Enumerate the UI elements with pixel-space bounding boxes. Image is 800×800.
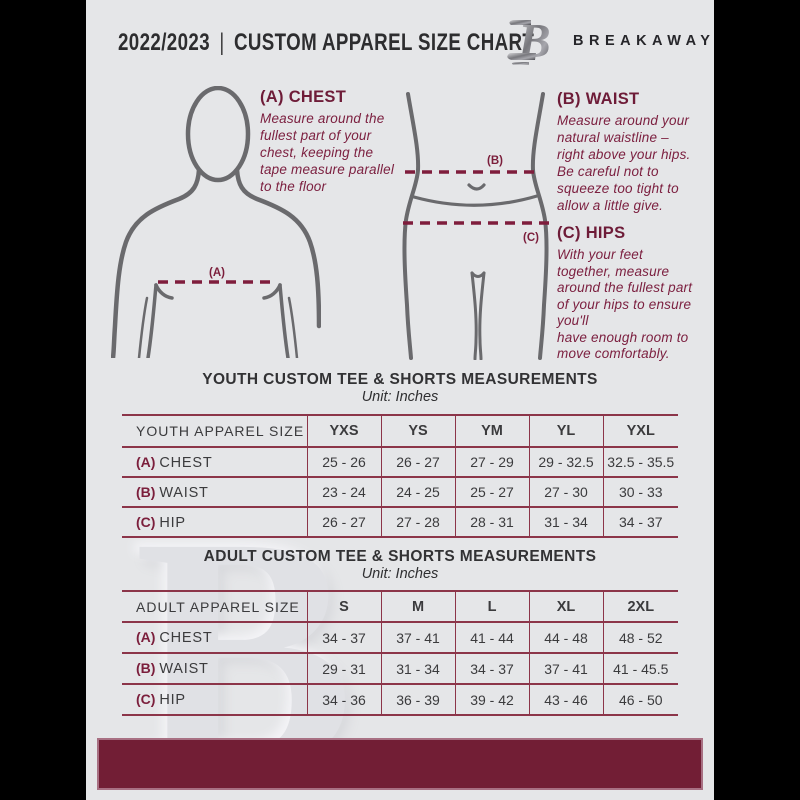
row-label: WAIST xyxy=(159,484,209,501)
measurement-cell: 34 - 37 xyxy=(602,507,678,537)
measurement-cell: 34 - 37 xyxy=(454,653,529,684)
measurement-cell: 34 - 36 xyxy=(306,684,381,715)
measurement-cell: 32.5 - 35.5 xyxy=(602,447,678,477)
row-key: (C) xyxy=(136,513,156,530)
measurement-cell: 36 - 39 xyxy=(380,684,455,715)
measurement-cell: 29 - 32.5 xyxy=(528,447,603,477)
brand-name: BREAKAWAY xyxy=(573,33,714,49)
adult-section-title: ADULT CUSTOM TEE & SHORTS MEASUREMENTS xyxy=(203,548,597,565)
chest-heading: (A) CHEST xyxy=(260,88,347,106)
adult-waist-row: (B) WAIST 29 - 31 31 - 34 34 - 37 37 - 4… xyxy=(122,653,678,684)
size-column-header: XL xyxy=(528,591,603,622)
row-label-cell: (A) CHEST xyxy=(122,622,307,653)
youth-hip-row: (C) HIP 26 - 27 27 - 28 28 - 31 31 - 34 … xyxy=(122,507,678,537)
size-column-header: YL xyxy=(528,415,603,447)
footer-accent-bar xyxy=(97,738,703,790)
measurement-cell: 41 - 44 xyxy=(454,622,529,653)
youth-header-row: YOUTH APPAREL SIZE YXS YS YM YL YXL xyxy=(122,415,678,447)
row-key: (A) xyxy=(136,629,156,645)
measurement-cell: 25 - 27 xyxy=(454,477,529,507)
measurement-cell: 43 - 46 xyxy=(528,684,603,715)
hip-marker-label: (C) xyxy=(523,232,539,244)
measurement-cell: 25 - 26 xyxy=(306,447,381,477)
measurement-cell: 44 - 48 xyxy=(528,622,603,653)
row-key: (B) xyxy=(136,660,156,676)
row-label: HIP xyxy=(159,692,186,708)
measurement-cell: 24 - 25 xyxy=(380,477,455,507)
waist-instructions: Measure around your natural waistline – … xyxy=(557,113,691,213)
measurement-cell: 31 - 34 xyxy=(528,507,603,537)
size-column-header: YS xyxy=(380,415,455,447)
measurement-cell: 27 - 30 xyxy=(528,477,603,507)
row-label: CHEST xyxy=(159,454,213,471)
youth-waist-row: (B) WAIST 23 - 24 24 - 25 25 - 27 27 - 3… xyxy=(122,477,678,507)
row-key: (C) xyxy=(136,691,156,707)
title-divider: | xyxy=(219,29,225,56)
measurement-cell: 30 - 33 xyxy=(602,477,678,507)
size-column-header: M xyxy=(380,591,455,622)
adult-unit-label: Unit: Inches xyxy=(361,566,439,582)
row-label: HIP xyxy=(159,514,186,531)
row-label: WAIST xyxy=(159,661,209,677)
measurement-cell: 37 - 41 xyxy=(380,622,455,653)
hips-heading: (C) HIPS xyxy=(557,224,626,242)
measurement-cell: 48 - 52 xyxy=(602,622,678,653)
chest-instructions: Measure around the fullest part of your … xyxy=(260,111,395,194)
measurement-cell: 27 - 28 xyxy=(380,507,455,537)
measurement-cell: 27 - 29 xyxy=(454,447,529,477)
waist-hip-figure-illustration: (B) (C) xyxy=(402,92,549,360)
row-key: (A) xyxy=(136,453,156,470)
chest-marker-label: (A) xyxy=(209,267,225,279)
waist-heading: (B) WAIST xyxy=(557,90,640,108)
row-label-cell: (A) CHEST xyxy=(122,447,307,477)
size-chart-flyer: B 2022/2023 | CUSTOM APPAREL SIZE CHART B xyxy=(86,0,714,800)
title-text: CUSTOM APPAREL SIZE CHART xyxy=(233,29,535,56)
adult-chest-row: (A) CHEST 34 - 37 37 - 41 41 - 44 44 - 4… xyxy=(122,622,678,653)
adult-size-table: ADULT APPAREL SIZE S M L XL 2XL (A) CHES… xyxy=(122,590,678,716)
measurement-cell: 46 - 50 xyxy=(602,684,678,715)
youth-chest-row: (A) CHEST 25 - 26 26 - 27 27 - 29 29 - 3… xyxy=(122,447,678,477)
content-layer: 2022/2023 | CUSTOM APPAREL SIZE CHART B BR… xyxy=(86,0,714,800)
measurement-cell: 39 - 42 xyxy=(454,684,529,715)
measurement-cell: 31 - 34 xyxy=(380,653,455,684)
size-column-header: L xyxy=(454,591,529,622)
measurement-cell: 26 - 27 xyxy=(306,507,381,537)
youth-size-table: YOUTH APPAREL SIZE YXS YS YM YL YXL (A) … xyxy=(122,414,678,538)
row-key: (B) xyxy=(136,483,156,500)
measurement-cell: 37 - 41 xyxy=(528,653,603,684)
size-column-header: 2XL xyxy=(602,591,678,622)
youth-section-title: YOUTH CUSTOM TEE & SHORTS MEASUREMENTS xyxy=(202,371,598,388)
adult-hip-row: (C) HIP 34 - 36 36 - 39 39 - 42 43 - 46 … xyxy=(122,684,678,715)
size-column-header: S xyxy=(306,591,381,622)
hips-instructions: With your feet together, measure around … xyxy=(557,247,693,361)
youth-size-header-cell: YOUTH APPAREL SIZE xyxy=(136,423,305,439)
row-label-cell: (C) HIP xyxy=(122,507,307,537)
measurement-cell: 28 - 31 xyxy=(454,507,529,537)
measurement-cell: 26 - 27 xyxy=(380,447,455,477)
measurement-cell: 23 - 24 xyxy=(306,477,381,507)
size-column-header: YXL xyxy=(602,415,678,447)
breakaway-b-logo-icon: B xyxy=(507,13,551,65)
page-title: 2022/2023 | CUSTOM APPAREL SIZE CHART xyxy=(118,29,534,57)
waist-marker-label: (B) xyxy=(487,155,503,167)
measurement-cell: 29 - 31 xyxy=(306,653,381,684)
year-range: 2022/2023 xyxy=(118,29,211,56)
measurement-cell: 41 - 45.5 xyxy=(602,653,678,684)
chest-figure-illustration: (A) xyxy=(111,86,321,358)
adult-size-header-cell: ADULT APPAREL SIZE xyxy=(136,598,300,615)
adult-header-row: ADULT APPAREL SIZE S M L XL 2XL xyxy=(122,591,678,622)
row-label-cell: (B) WAIST xyxy=(122,653,307,684)
size-column-header: YXS xyxy=(306,415,381,447)
row-label-cell: (C) HIP xyxy=(122,684,307,715)
youth-unit-label: Unit: Inches xyxy=(361,389,439,405)
row-label-cell: (B) WAIST xyxy=(122,477,307,507)
measurement-cell: 34 - 37 xyxy=(306,622,381,653)
row-label: CHEST xyxy=(159,630,213,646)
size-column-header: YM xyxy=(454,415,529,447)
